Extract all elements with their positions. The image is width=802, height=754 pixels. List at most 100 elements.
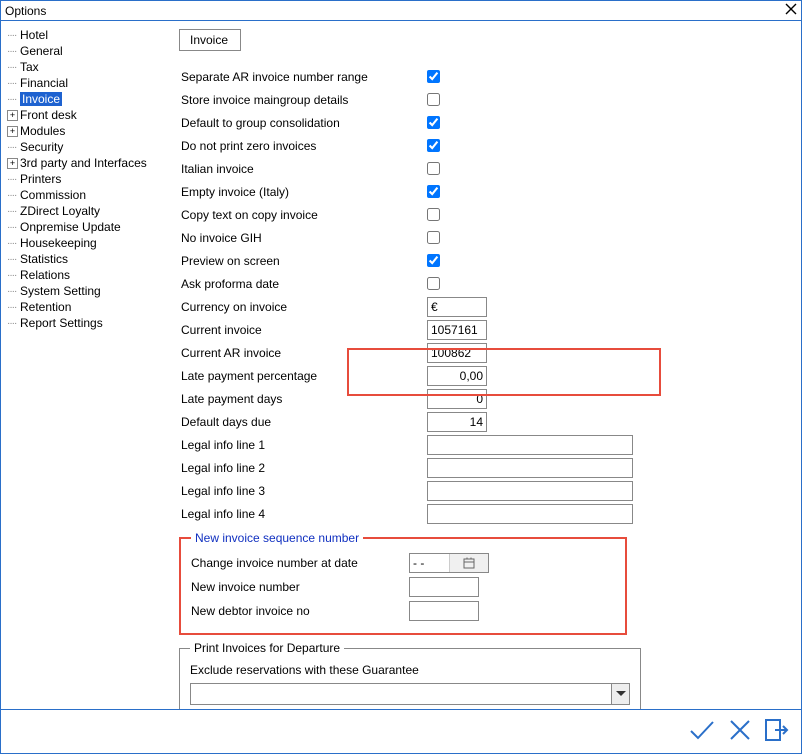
tree-item-retention[interactable]: ····Retention (3, 299, 167, 315)
checkbox-copy-txt[interactable] (427, 208, 440, 221)
checkbox-italian[interactable] (427, 162, 440, 175)
ok-button[interactable] (687, 717, 717, 746)
tree-item-label: Printers (20, 172, 61, 186)
label-ask-prof: Ask proforma date (179, 277, 427, 291)
checkbox-ask-prof[interactable] (427, 277, 440, 290)
row-legal3: Legal info line 3 (179, 479, 791, 502)
exit-button[interactable] (763, 717, 789, 746)
tree-item-label: General (20, 44, 63, 58)
tree-dots: ···· (7, 30, 20, 41)
input-change-at-date[interactable]: - - (409, 553, 489, 573)
tree-item-relations[interactable]: ····Relations (3, 267, 167, 283)
tree-item-label: Onpremise Update (20, 220, 121, 234)
checkbox-empty-it[interactable] (427, 185, 440, 198)
close-icon[interactable] (785, 3, 797, 18)
tree-item-general[interactable]: ····General (3, 43, 167, 59)
row-change-at: Change invoice number at date - - (191, 551, 615, 575)
checkbox-def-grp[interactable] (427, 116, 440, 129)
label-late-days: Late payment days (179, 392, 427, 406)
tree-item-3rd-party-and-interfaces[interactable]: +3rd party and Interfaces (3, 155, 167, 171)
label-sep-ar: Separate AR invoice number range (179, 70, 427, 84)
options-window: Options ····Hotel····General····Tax····F… (0, 0, 802, 754)
checkbox-preview[interactable] (427, 254, 440, 267)
input-late-days[interactable] (427, 389, 487, 409)
tree-item-statistics[interactable]: ····Statistics (3, 251, 167, 267)
row-def-grp: Default to group consolidation (179, 111, 791, 134)
legend-print-departure: Print Invoices for Departure (190, 641, 344, 655)
tree-item-front-desk[interactable]: +Front desk (3, 107, 167, 123)
tree-item-label: Commission (20, 188, 86, 202)
checkbox-sep-ar[interactable] (427, 70, 440, 83)
input-legal4[interactable] (427, 504, 633, 524)
label-new-debtor-no: New debtor invoice no (191, 604, 409, 618)
tree-item-housekeeping[interactable]: ····Housekeeping (3, 235, 167, 251)
tree-item-zdirect-loyalty[interactable]: ····ZDirect Loyalty (3, 203, 167, 219)
tree-item-label: Hotel (20, 28, 48, 42)
input-legal1[interactable] (427, 435, 633, 455)
tree-dots: ···· (7, 206, 20, 217)
tree-dots: ···· (7, 270, 20, 281)
input-new-invoice-no[interactable] (409, 577, 479, 597)
label-exclude-guarantee: Exclude reservations with these Guarante… (190, 661, 630, 683)
input-currency[interactable] (427, 297, 487, 317)
calendar-icon[interactable] (449, 554, 489, 572)
legend-new-sequence: New invoice sequence number (191, 531, 363, 545)
row-new-debtor-no: New debtor invoice no (191, 599, 615, 623)
tree-item-financial[interactable]: ····Financial (3, 75, 167, 91)
label-legal4: Legal info line 4 (179, 507, 427, 521)
checkbox-store-mg[interactable] (427, 93, 440, 106)
tree-item-report-settings[interactable]: ····Report Settings (3, 315, 167, 331)
label-no-zero: Do not print zero invoices (179, 139, 427, 153)
input-def-days[interactable] (427, 412, 487, 432)
tree-item-hotel[interactable]: ····Hotel (3, 27, 167, 43)
input-late-pct[interactable] (427, 366, 487, 386)
footer (1, 709, 801, 753)
tree-dots: ···· (7, 190, 20, 201)
tree-item-label: ZDirect Loyalty (20, 204, 100, 218)
row-copy-txt: Copy text on copy invoice (179, 203, 791, 226)
input-current-invoice[interactable] (427, 320, 487, 340)
checkbox-no-zero[interactable] (427, 139, 440, 152)
tab-invoice[interactable]: Invoice (179, 29, 241, 51)
expander-icon[interactable]: + (7, 158, 18, 169)
tree-item-commission[interactable]: ····Commission (3, 187, 167, 203)
fieldset-print-departure: Print Invoices for Departure Exclude res… (179, 641, 641, 709)
tree-item-security[interactable]: ····Security (3, 139, 167, 155)
tree-item-system-setting[interactable]: ····System Setting (3, 283, 167, 299)
tree-dots: ···· (7, 302, 20, 313)
combo-exclude-guarantee[interactable] (190, 683, 630, 705)
label-def-grp: Default to group consolidation (179, 116, 427, 130)
tree-item-label: Financial (20, 76, 68, 90)
label-current-ar-invoice: Current AR invoice (179, 346, 427, 360)
chevron-down-icon[interactable] (611, 684, 629, 704)
cancel-button[interactable] (727, 717, 753, 746)
tree-dots: ···· (7, 78, 20, 89)
tree-item-invoice[interactable]: ····Invoice (3, 91, 167, 107)
tree-dots: ···· (7, 238, 20, 249)
options-tree[interactable]: ····Hotel····General····Tax····Financial… (1, 21, 169, 709)
row-legal1: Legal info line 1 (179, 433, 791, 456)
tabstrip: Invoice (179, 29, 791, 51)
row-empty-it: Empty invoice (Italy) (179, 180, 791, 203)
row-new-invoice-no: New invoice number (191, 575, 615, 599)
tree-item-printers[interactable]: ····Printers (3, 171, 167, 187)
input-legal3[interactable] (427, 481, 633, 501)
row-store-mg: Store invoice maingroup details (179, 88, 791, 111)
label-legal1: Legal info line 1 (179, 438, 427, 452)
tree-item-tax[interactable]: ····Tax (3, 59, 167, 75)
tree-dots: ···· (7, 174, 20, 185)
tree-item-modules[interactable]: +Modules (3, 123, 167, 139)
fieldset-new-sequence: New invoice sequence number Change invoi… (179, 531, 627, 635)
row-legal4: Legal info line 4 (179, 502, 791, 525)
tree-dots: ···· (7, 286, 20, 297)
row-sep-ar: Separate AR invoice number range (179, 65, 791, 88)
tree-item-onpremise-update[interactable]: ····Onpremise Update (3, 219, 167, 235)
input-new-debtor-no[interactable] (409, 601, 479, 621)
checkbox-no-gih[interactable] (427, 231, 440, 244)
row-italian: Italian invoice (179, 157, 791, 180)
input-legal2[interactable] (427, 458, 633, 478)
expander-icon[interactable]: + (7, 110, 18, 121)
tree-item-label: Front desk (20, 108, 77, 122)
input-current-ar-invoice[interactable] (427, 343, 487, 363)
expander-icon[interactable]: + (7, 126, 18, 137)
